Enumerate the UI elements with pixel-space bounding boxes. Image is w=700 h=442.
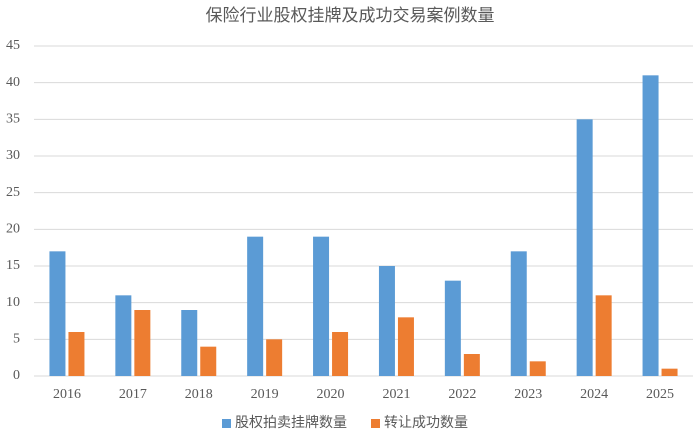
legend-swatch: [222, 419, 231, 428]
y-tick-label: 25: [6, 185, 20, 200]
legend-label: 股权拍卖挂牌数量: [235, 414, 347, 431]
bar: [642, 75, 659, 376]
bar: [661, 368, 678, 376]
legend-label: 转让成功数量: [384, 415, 468, 431]
bar: [529, 361, 546, 376]
x-tick-label: 2024: [580, 387, 608, 402]
y-tick-label: 45: [6, 38, 20, 53]
x-tick-label: 2020: [317, 387, 345, 402]
y-tick-label: 5: [13, 332, 20, 347]
bar: [134, 310, 151, 376]
y-tick-label: 30: [6, 148, 20, 163]
y-tick-label: 0: [13, 368, 20, 383]
y-tick-label: 20: [6, 222, 20, 237]
bar: [313, 236, 330, 376]
x-tick-label: 2025: [646, 387, 674, 402]
x-tick-label: 2019: [251, 387, 279, 402]
bar: [49, 251, 66, 376]
x-tick-label: 2022: [448, 387, 476, 402]
chart-title: 保险行业股权挂牌及成功交易案例数量: [206, 6, 495, 25]
bar: [463, 354, 480, 376]
y-tick-label: 40: [6, 75, 20, 90]
y-tick-label: 15: [6, 258, 20, 273]
y-tick-label: 10: [6, 295, 20, 310]
bar: [332, 332, 349, 376]
bar: [576, 119, 593, 376]
legend-swatch: [371, 419, 380, 428]
bar: [115, 295, 132, 376]
bar: [397, 317, 414, 376]
x-tick-label: 2023: [514, 387, 542, 402]
x-tick-label: 2018: [185, 387, 213, 402]
y-tick-label: 35: [6, 112, 20, 127]
bar: [595, 295, 612, 376]
bar: [68, 332, 85, 376]
bar: [247, 236, 264, 376]
bar: [378, 266, 395, 376]
bar: [510, 251, 527, 376]
x-tick-label: 2021: [382, 387, 410, 402]
bar: [266, 339, 283, 376]
bar: [200, 346, 217, 376]
bar: [444, 280, 461, 376]
x-tick-label: 2016: [53, 387, 81, 402]
bar: [181, 310, 198, 376]
x-tick-label: 2017: [119, 387, 147, 402]
